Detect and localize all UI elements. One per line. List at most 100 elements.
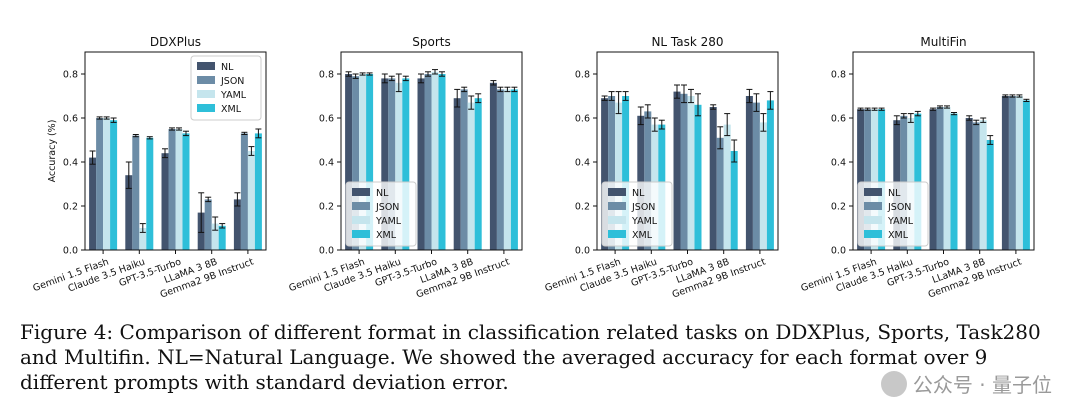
bar-json [460, 89, 468, 251]
y-tick-label: 0.6 [319, 114, 334, 125]
bar-yaml [395, 82, 403, 250]
watermark: 公众号 · 量子位 [880, 369, 1052, 398]
y-tick-label: 0.0 [63, 246, 78, 257]
bar-xml [986, 140, 994, 250]
chart-title-0: DDXPlus [150, 35, 201, 49]
y-tick-label: 0.2 [63, 202, 78, 213]
bar-json [388, 78, 396, 251]
bar-yaml [175, 129, 183, 250]
legend-swatch-yaml [197, 90, 215, 98]
bar-xml [110, 120, 118, 250]
legend-label-nl: NL [632, 188, 645, 199]
bar-yaml [979, 120, 987, 250]
bar-xml [254, 133, 262, 250]
legend-swatch-yaml [608, 216, 626, 224]
y-tick-label: 0.0 [575, 246, 590, 257]
legend-swatch-nl [197, 62, 215, 70]
y-tick-label: 0.4 [319, 158, 334, 169]
bar-nl [673, 91, 681, 250]
bar-xml [402, 78, 410, 251]
bar-xml [510, 89, 518, 251]
bar-json [644, 111, 652, 251]
legend-label-json: JSON [631, 202, 655, 213]
bar-nl [161, 153, 169, 250]
bar-json [1008, 96, 1016, 250]
bar-yaml [431, 71, 439, 250]
legend-label-yaml: YAML [375, 216, 402, 227]
chart-title-3: MultiFin [920, 35, 966, 49]
bar-yaml [247, 151, 255, 250]
y-tick-label: 0.6 [831, 114, 846, 125]
bar-yaml [1015, 96, 1023, 250]
bar-json [864, 109, 872, 250]
bar-yaml [467, 102, 475, 250]
bar-xml [1022, 100, 1030, 251]
legend-label-nl: NL [888, 188, 901, 199]
y-tick-label: 0.2 [319, 202, 334, 213]
bar-json [680, 93, 688, 250]
wechat-icon [880, 370, 907, 397]
legend-swatch-json [864, 202, 882, 210]
bar-nl [125, 175, 133, 250]
y-tick-label: 0.8 [319, 70, 334, 81]
chart-title-1: Sports [412, 35, 450, 49]
y-axis-label: Accuracy (%) [47, 120, 58, 183]
bar-json [240, 133, 248, 250]
bar-nl [1001, 96, 1009, 250]
y-tick-label: 0.8 [831, 70, 846, 81]
bar-xml [878, 109, 886, 250]
bar-json [352, 76, 360, 250]
bar-json [204, 199, 212, 250]
y-tick-label: 0.6 [63, 114, 78, 125]
bar-yaml [759, 122, 767, 250]
legend-swatch-json [352, 202, 370, 210]
bar-yaml [359, 74, 367, 250]
legend-label-json: JSON [220, 76, 244, 87]
legend-label-yaml: YAML [631, 216, 658, 227]
y-tick-label: 0.4 [831, 158, 846, 169]
bar-nl [929, 109, 937, 250]
axes-frame [84, 51, 267, 251]
watermark-text: 公众号 · 量子位 [912, 373, 1052, 397]
y-tick-label: 0.8 [63, 70, 78, 81]
bar-nl [345, 74, 353, 250]
legend-swatch-nl [864, 188, 882, 196]
y-tick-label: 0.8 [575, 70, 590, 81]
legend-label-yaml: YAML [887, 216, 914, 227]
legend-label-xml: XML [888, 230, 909, 241]
bar-yaml [723, 124, 731, 250]
bar-nl [453, 98, 461, 250]
bar-xml [730, 151, 738, 250]
bar-yaml [139, 228, 147, 250]
bar-json [168, 129, 176, 250]
legend-swatch-xml [197, 104, 215, 112]
legend-label-xml: XML [221, 104, 242, 115]
bar-nl [709, 107, 717, 250]
bar-yaml [503, 89, 511, 251]
bar-yaml [103, 118, 111, 250]
legend-swatch-xml [608, 230, 626, 238]
bar-json [972, 122, 980, 250]
legend-label-json: JSON [375, 202, 399, 213]
chart-title-2: NL Task 280 [651, 35, 723, 49]
y-tick-label: 0.4 [575, 158, 590, 169]
bar-json [132, 135, 140, 250]
legend-label-nl: NL [221, 62, 234, 73]
bar-yaml [211, 223, 219, 250]
y-tick-label: 0.6 [575, 114, 590, 125]
legend-label-xml: XML [632, 230, 653, 241]
legend-swatch-json [608, 202, 626, 210]
bar-json [608, 96, 616, 250]
bar-xml [218, 225, 226, 250]
legend-swatch-yaml [864, 216, 882, 224]
bar-xml [766, 100, 774, 251]
bar-json [424, 74, 432, 250]
bar-xml [474, 98, 482, 250]
axes-frame [596, 51, 779, 251]
bar-yaml [615, 102, 623, 250]
bar-xml [182, 133, 190, 250]
bar-yaml [687, 96, 695, 250]
legend-label-json: JSON [887, 202, 911, 213]
legend-label-nl: NL [376, 188, 389, 199]
